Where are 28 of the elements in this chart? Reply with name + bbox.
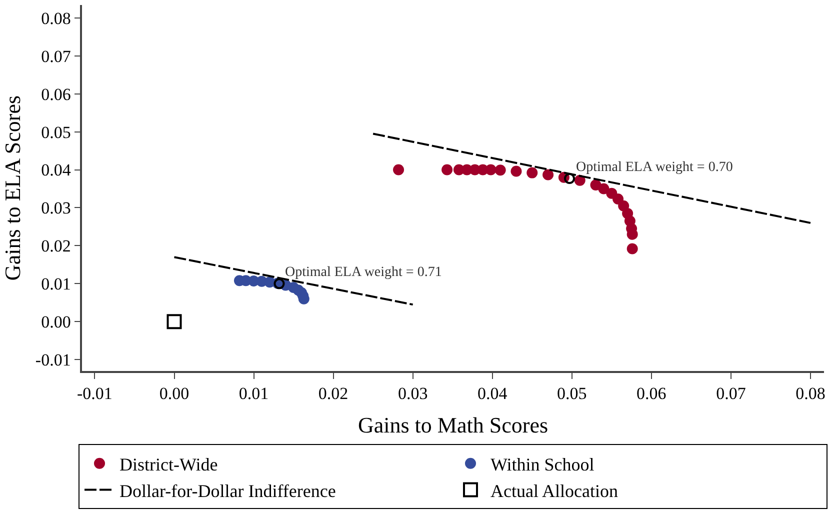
y-tick-label: 0.05	[41, 122, 71, 142]
y-tick-label: 0.08	[41, 8, 71, 28]
y-tick-label: 0.04	[41, 160, 72, 180]
annotation: Optimal ELA weight = 0.71	[285, 265, 442, 280]
x-tick-label: 0.04	[477, 384, 508, 404]
x-tick-label: 0.02	[318, 384, 348, 404]
y-tick-label: 0.06	[41, 84, 71, 104]
y-tick-label: 0.07	[41, 46, 72, 66]
y-tick-label: 0.00	[41, 312, 71, 332]
y-axis-title: Gains to ELA Scores	[0, 95, 25, 281]
x-tick-label: -0.01	[77, 384, 112, 404]
legend-label: District-Wide	[120, 454, 218, 474]
x-tick-label: 0.07	[716, 384, 746, 404]
x-axis-title: Gains to Math Scores	[358, 412, 548, 438]
y-tick-label: 0.01	[41, 274, 71, 294]
x-tick-label: 0.08	[796, 384, 826, 404]
legend-label: Within School	[490, 454, 594, 474]
x-tick-label: 0.05	[557, 384, 587, 404]
x-tick-label: 0.06	[636, 384, 666, 404]
annotation: Optimal ELA weight = 0.70	[576, 160, 733, 175]
y-tick-label: 0.03	[41, 198, 71, 218]
y-tick-label: 0.02	[41, 236, 71, 256]
x-tick-label: 0.00	[159, 384, 190, 404]
x-tick-label: 0.01	[238, 384, 269, 404]
x-tick-label: 0.03	[398, 384, 428, 404]
legend-label: Actual Allocation	[490, 480, 618, 501]
legend-label: Dollar-for-Dollar Indifference	[120, 480, 336, 501]
y-tick-label: -0.01	[35, 350, 71, 370]
